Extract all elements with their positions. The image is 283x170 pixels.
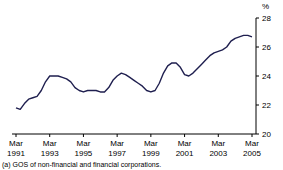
y-tick	[256, 76, 259, 77]
x-tick-label: Mar2001	[176, 139, 194, 158]
y-tick	[256, 47, 259, 48]
y-tick-label: 24	[262, 72, 271, 81]
x-tick-label-part: 2001	[176, 149, 194, 158]
y-tick	[256, 105, 259, 106]
x-tick-label-part: Mar	[77, 139, 91, 148]
y-tick-label: 28	[262, 14, 271, 23]
y-axis-label: %	[262, 2, 269, 11]
x-tick-label-part: Mar	[211, 139, 225, 148]
x-tick-label: Mar1997	[108, 139, 126, 158]
footnote: (a) GOS of non-financial and financial c…	[2, 161, 161, 169]
x-tick-label-part: 1999	[142, 149, 160, 158]
x-tick	[83, 134, 84, 137]
x-tick	[184, 134, 185, 137]
x-tick-label-part: Mar	[144, 139, 158, 148]
x-tick-label-part: 1995	[75, 149, 93, 158]
x-tick-label: Mar2005	[243, 139, 261, 158]
x-tick-label-part: 2005	[243, 149, 261, 158]
x-tick-label-part: 1997	[108, 149, 126, 158]
x-tick-label: Mar1991	[7, 139, 25, 158]
y-tick	[256, 134, 259, 135]
x-tick-label: Mar1995	[75, 139, 93, 158]
x-tick-label: Mar2003	[209, 139, 227, 158]
x-tick-label-part: Mar	[110, 139, 124, 148]
series-line	[16, 35, 252, 109]
x-tick	[117, 134, 118, 137]
x-tick-label-part: 2003	[209, 149, 227, 158]
x-tick	[150, 134, 151, 137]
x-tick-label-part: Mar	[178, 139, 192, 148]
y-tick-label: 20	[262, 130, 271, 139]
x-tick-label-part: Mar	[245, 139, 259, 148]
y-tick-label: 22	[262, 101, 271, 110]
x-tick	[49, 134, 50, 137]
x-tick-label-part: Mar	[9, 139, 23, 148]
x-axis	[12, 134, 256, 135]
plot-area	[16, 35, 252, 109]
y-tick	[256, 18, 259, 19]
x-tick	[16, 134, 17, 137]
x-tick-label-part: 1991	[7, 149, 25, 158]
x-tick-label: Mar1999	[142, 139, 160, 158]
x-tick-label-part: 1993	[41, 149, 59, 158]
chart: 2022242628%Mar1991Mar1993Mar1995Mar1997M…	[0, 0, 283, 170]
x-tick	[218, 134, 219, 137]
x-tick-label: Mar1993	[41, 139, 59, 158]
x-tick-label-part: Mar	[43, 139, 57, 148]
x-tick	[252, 134, 253, 137]
y-tick-label: 26	[262, 43, 271, 52]
